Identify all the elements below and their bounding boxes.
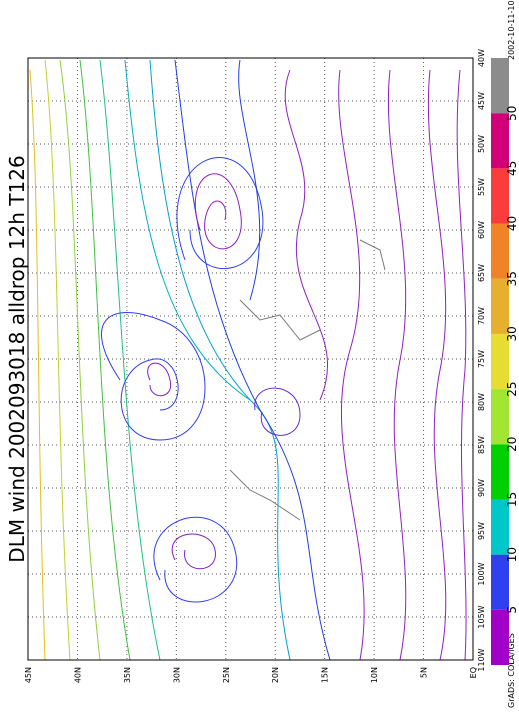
colorbar-label: 10 <box>505 547 519 562</box>
colorbar-label: 5 <box>505 606 519 614</box>
colorbar-segment <box>491 444 509 500</box>
latitude-label: 10N <box>370 667 379 683</box>
streamline <box>29 69 46 661</box>
latitude-label: 45N <box>24 667 33 683</box>
longitude-label: 80W <box>477 393 486 411</box>
longitude-label: 110W <box>477 648 486 671</box>
longitude-label: 100W <box>477 562 486 585</box>
longitude-label: 95W <box>477 522 486 540</box>
colorbar-segment <box>491 223 509 279</box>
streamline <box>171 533 216 570</box>
streamline <box>427 69 447 661</box>
colorbar-label: 20 <box>505 437 519 452</box>
colorbar-label: 40 <box>505 216 519 231</box>
streamlines <box>29 59 467 661</box>
latitude-label: 35N <box>123 667 132 683</box>
streamline <box>153 516 238 603</box>
streamline <box>99 59 161 661</box>
streamline <box>59 59 101 661</box>
colorbar-segment <box>491 609 509 665</box>
colorbar-segment <box>491 278 509 334</box>
streamline <box>387 69 407 661</box>
longitude-label: 55W <box>477 178 486 196</box>
colorbar-label: 45 <box>505 161 519 176</box>
latitude-label: 40N <box>73 667 82 683</box>
streamline <box>254 387 301 436</box>
timestamp: 2002-10-11-10:36 <box>507 0 516 60</box>
streamline <box>101 312 206 441</box>
streamline <box>338 69 365 661</box>
axis-labels: 45N 40N 35N 30N 25N 20N 15N 10N 5N EQ 40W 45W 50W 55W… <box>24 49 486 683</box>
streamline <box>456 69 467 661</box>
latitude-label: 25N <box>222 667 231 683</box>
streamline <box>194 173 242 250</box>
colorbar-label: 25 <box>505 381 519 396</box>
colorbar-label: 30 <box>505 326 519 341</box>
latitude-label: 30N <box>172 667 181 683</box>
streamline <box>149 59 291 661</box>
longitude-label: 45W <box>477 92 486 110</box>
streamline <box>147 362 172 397</box>
longitude-label: 70W <box>477 307 486 325</box>
colorbar-segment <box>491 113 509 169</box>
streamline <box>79 59 131 661</box>
colorbar-label: 35 <box>505 271 519 286</box>
longitude-label: 60W <box>477 221 486 239</box>
colorbar: 5 10 15 20 25 30 35 40 45 50 <box>491 58 519 665</box>
streamline <box>124 59 251 401</box>
colorbar-segment <box>491 168 509 224</box>
streamline <box>238 59 261 301</box>
colorbar-segment <box>491 389 509 445</box>
latitude-label: 20N <box>271 667 280 683</box>
longitude-label: 90W <box>477 479 486 497</box>
latitude-label: 15N <box>321 667 330 683</box>
longitude-label: 75W <box>477 350 486 368</box>
colorbar-segment <box>491 499 509 555</box>
longitude-label: 40W <box>477 49 486 67</box>
longitude-label: 50W <box>477 135 486 153</box>
streamline <box>284 69 329 401</box>
streamline <box>176 157 264 270</box>
coastline <box>229 239 386 521</box>
title: DLM wind 2002093018 alldrop 12h T126 <box>5 155 29 562</box>
colorbar-label: 50 <box>505 106 519 121</box>
latitude-label: 5N <box>420 667 429 678</box>
colorbar-segment <box>491 333 509 390</box>
longitude-label: 65W <box>477 264 486 282</box>
colorbar-segment <box>491 58 509 114</box>
colorbar-segment <box>491 554 509 610</box>
longitude-label: 105W <box>477 605 486 628</box>
map-frame <box>27 57 474 661</box>
longitude-label: 85W <box>477 436 486 454</box>
streamline <box>174 59 331 661</box>
footer: GrADS: COLA/IGES <box>507 633 516 708</box>
latitude-label: EQ <box>469 667 478 678</box>
colorbar-label: 15 <box>505 492 519 507</box>
streamline <box>44 59 71 661</box>
